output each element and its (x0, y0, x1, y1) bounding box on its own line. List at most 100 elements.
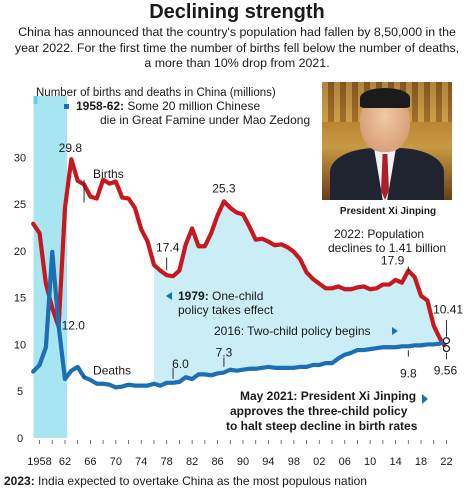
one-child-annotation-line-1-part-0: 1979: (178, 289, 209, 303)
x-tick-label-1958-part-0: 1958 (27, 456, 51, 468)
label-deaths-2022: 10.41 (433, 303, 463, 317)
label-peak-1963-part-0: 29.8 (59, 141, 83, 155)
x-tick-label-14: 14 (389, 456, 401, 468)
y-tick-label-5: 5 (17, 386, 23, 398)
x-tick-label-06-part-0: 06 (339, 456, 351, 468)
label-deaths-1988: 7.3 (216, 346, 233, 360)
one-child-annotation-line-1-part-1: One-child (209, 289, 264, 303)
x-tick-label-10: 10 (364, 456, 376, 468)
x-tick-label-18-part-0: 18 (415, 456, 427, 468)
label-deaths-2022-part-0: 10.41 (433, 303, 463, 317)
deaths-2022-point (442, 337, 451, 345)
x-tick-label-62-part-0: 62 (59, 456, 71, 468)
president-photo (322, 82, 452, 200)
famine-annotation-line-2-part-0: die in Great Famine under Mao Zedong (100, 113, 310, 127)
chart-title: Number of births and deaths in China (mi… (36, 87, 276, 99)
three-child-annotation-line-2: approves the three-child policy (230, 404, 408, 418)
label-peak-1963: 29.8 (59, 141, 83, 155)
deaths-series-line (31, 249, 449, 390)
three-child-arrow (422, 394, 428, 404)
x-tick-label-70: 70 (110, 456, 122, 468)
x-tick-label-90-part-0: 90 (237, 456, 249, 468)
photo-tie (381, 154, 389, 200)
x-tick-label-18: 18 (415, 456, 427, 468)
y-tick-label-10: 10 (14, 339, 26, 351)
famine-annotation-line-1-part-0: 1958-62: (76, 99, 124, 113)
three-child-annotation-line-1-part-0: May 2021: President Xi Jinping (240, 389, 416, 403)
label-deaths-1979-part-0: 6.0 (172, 357, 189, 371)
two-child-annotation: 2016: Two-child policy begins (214, 324, 371, 338)
y-tick-label-15-part-0: 15 (14, 293, 26, 305)
birth-death-gap-area (153, 201, 447, 386)
label-births-2022-part-0: 9.56 (434, 364, 458, 378)
famine-marker (33, 96, 38, 104)
y-tick-label-5-part-0: 5 (17, 386, 23, 398)
label-deaths-1961-part-0: 12.0 (62, 319, 86, 333)
x-tick-label-98: 98 (288, 456, 300, 468)
y-tick-label-15: 15 (14, 293, 26, 305)
births-2022-point (442, 344, 451, 353)
y-tick-label-30: 30 (14, 152, 26, 164)
x-tick-label-22-part-0: 22 (440, 456, 452, 468)
intro-text: China has announced that the country's p… (14, 25, 460, 70)
y-tick-label-10-part-0: 10 (14, 339, 26, 351)
one-child-annotation-line-2: policy takes effect (178, 303, 274, 317)
x-tick-label-82-part-0: 82 (186, 456, 198, 468)
label-deaths-1961: 12.0 (62, 319, 86, 333)
photo-hair (360, 88, 410, 108)
label-peak-2016: 17.9 (381, 254, 405, 268)
y-tick-label-25: 25 (14, 199, 26, 211)
one-child-arrow (166, 292, 172, 300)
chart-title-part-0: Number of births and deaths in China (mi… (36, 87, 276, 99)
three-child-annotation-line-3: to halt steep decline in birth rates (226, 419, 418, 433)
footer-text: India expected to overtake China as the … (34, 474, 367, 488)
population-annotation-line-2-part-0: declines to 1.41 billion (328, 241, 446, 255)
x-tick-label-06: 06 (339, 456, 351, 468)
population-annotation-line-1-part-0: 2022: Population (334, 227, 424, 241)
three-child-annotation-line-1: May 2021: President Xi Jinping (240, 389, 416, 403)
x-tick-label-62: 62 (59, 456, 71, 468)
label-peak-1987-part-0: 25.3 (212, 181, 236, 195)
x-tick-label-94: 94 (262, 456, 274, 468)
y-tick-label-20: 20 (14, 246, 26, 258)
label-deaths-series: Deaths (93, 363, 131, 377)
label-peak-1987: 25.3 (212, 181, 236, 195)
x-tick-label-74-part-0: 74 (135, 456, 147, 468)
x-tick-label-90: 90 (237, 456, 249, 468)
population-annotation-line-2: declines to 1.41 billion (328, 241, 446, 255)
y-tick-label-25-part-0: 25 (14, 199, 26, 211)
x-tick-label-86-part-0: 86 (211, 456, 223, 468)
footer-note: 2023: India expected to overtake China a… (4, 474, 472, 488)
x-tick-label-94-part-0: 94 (262, 456, 274, 468)
two-child-arrow (392, 327, 398, 335)
label-deaths-series-part-0: Deaths (93, 363, 131, 377)
three-child-annotation-line-3-part-0: to halt steep decline in birth rates (226, 419, 418, 433)
x-tick-label-02-part-0: 02 (313, 456, 325, 468)
population-annotation-line-1: 2022: Population (334, 227, 424, 241)
page-title: Declining strength (149, 1, 325, 23)
label-deaths-1988-part-0: 7.3 (216, 346, 233, 360)
famine-annotation-line-1-part-1: Some 20 million Chinese (124, 99, 260, 113)
x-tick-label-70-part-0: 70 (110, 456, 122, 468)
famine-note-bullet (64, 104, 69, 109)
x-tick-label-82: 82 (186, 456, 198, 468)
three-child-annotation-line-2-part-0: approves the three-child policy (230, 404, 408, 418)
label-births-2022: 9.56 (434, 364, 458, 378)
x-tick-label-78-part-0: 78 (161, 456, 173, 468)
x-tick-label-1958: 1958 (27, 456, 51, 468)
label-low-1978-part-0: 17.4 (156, 241, 180, 255)
x-tick-label-22: 22 (440, 456, 452, 468)
one-child-annotation-line-1: 1979: One-child (178, 289, 263, 303)
y-tick-label-0: 0 (17, 433, 23, 445)
births-series-line (31, 157, 449, 351)
one-child-annotation-line-2-part-0: policy takes effect (178, 303, 274, 317)
x-tick-label-86: 86 (211, 456, 223, 468)
x-tick-label-66: 66 (84, 456, 96, 468)
famine-annotation-line-2: die in Great Famine under Mao Zedong (100, 113, 310, 127)
label-peak-2016-part-0: 17.9 (381, 254, 405, 268)
x-tick-label-74: 74 (135, 456, 147, 468)
x-tick-label-10-part-0: 10 (364, 456, 376, 468)
x-tick-label-14-part-0: 14 (389, 456, 401, 468)
